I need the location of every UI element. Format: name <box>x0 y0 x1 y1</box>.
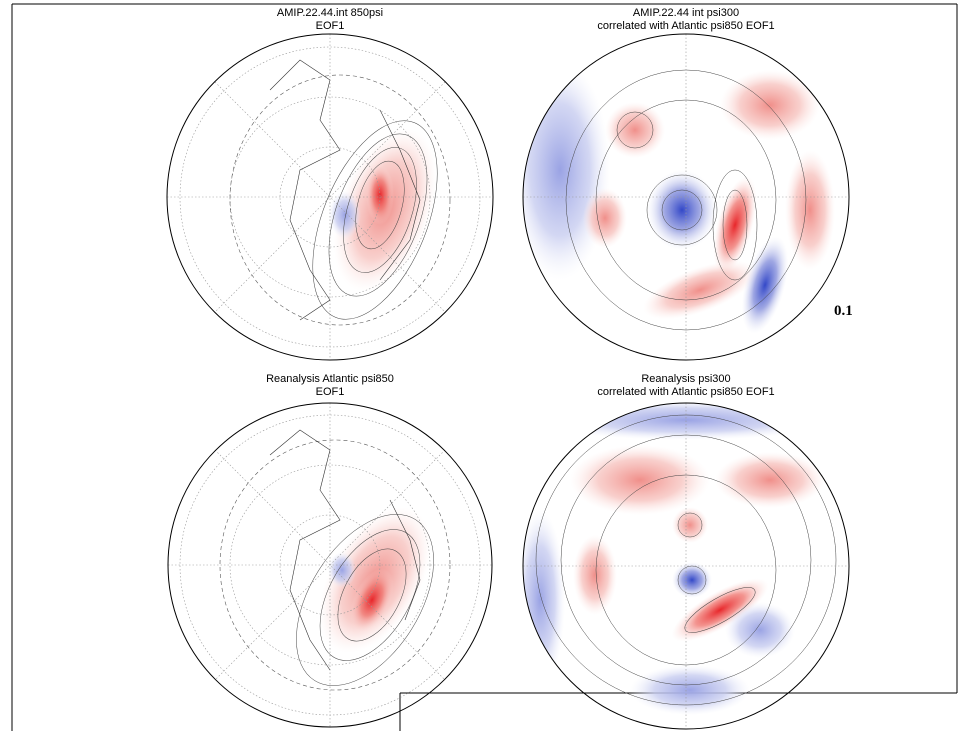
map-panel: AMIP.22.44 int psi300 correlated with At… <box>510 7 849 360</box>
panel-subtitle: correlated with Atlantic psi850 EOF1 <box>597 386 774 398</box>
figure-canvas: AMIP.22.44.int 850psi EOF1 AMIP.22.44 in… <box>0 0 969 731</box>
panel-title: AMIP.22.44 int psi300 <box>633 7 739 19</box>
panel-subtitle: correlated with Atlantic psi850 EOF1 <box>597 20 774 32</box>
panel-subtitle: EOF1 <box>316 386 345 398</box>
map-panel: AMIP.22.44.int 850psi EOF1 <box>167 7 493 360</box>
map-panel: Reanalysis Atlantic psi850 EOF1 <box>168 373 492 727</box>
panel-title: AMIP.22.44.int 850psi <box>277 7 383 19</box>
panel-subtitle: EOF1 <box>316 20 345 32</box>
contour-interval-label: 0.1 <box>834 303 853 319</box>
panel-title: Reanalysis Atlantic psi850 <box>266 373 394 385</box>
panel-title: Reanalysis psi300 <box>641 373 730 385</box>
map-panel: Reanalysis psi300 correlated with Atlant… <box>515 373 849 729</box>
figure: AMIP.22.44.int 850psi EOF1 AMIP.22.44 in… <box>0 0 969 731</box>
